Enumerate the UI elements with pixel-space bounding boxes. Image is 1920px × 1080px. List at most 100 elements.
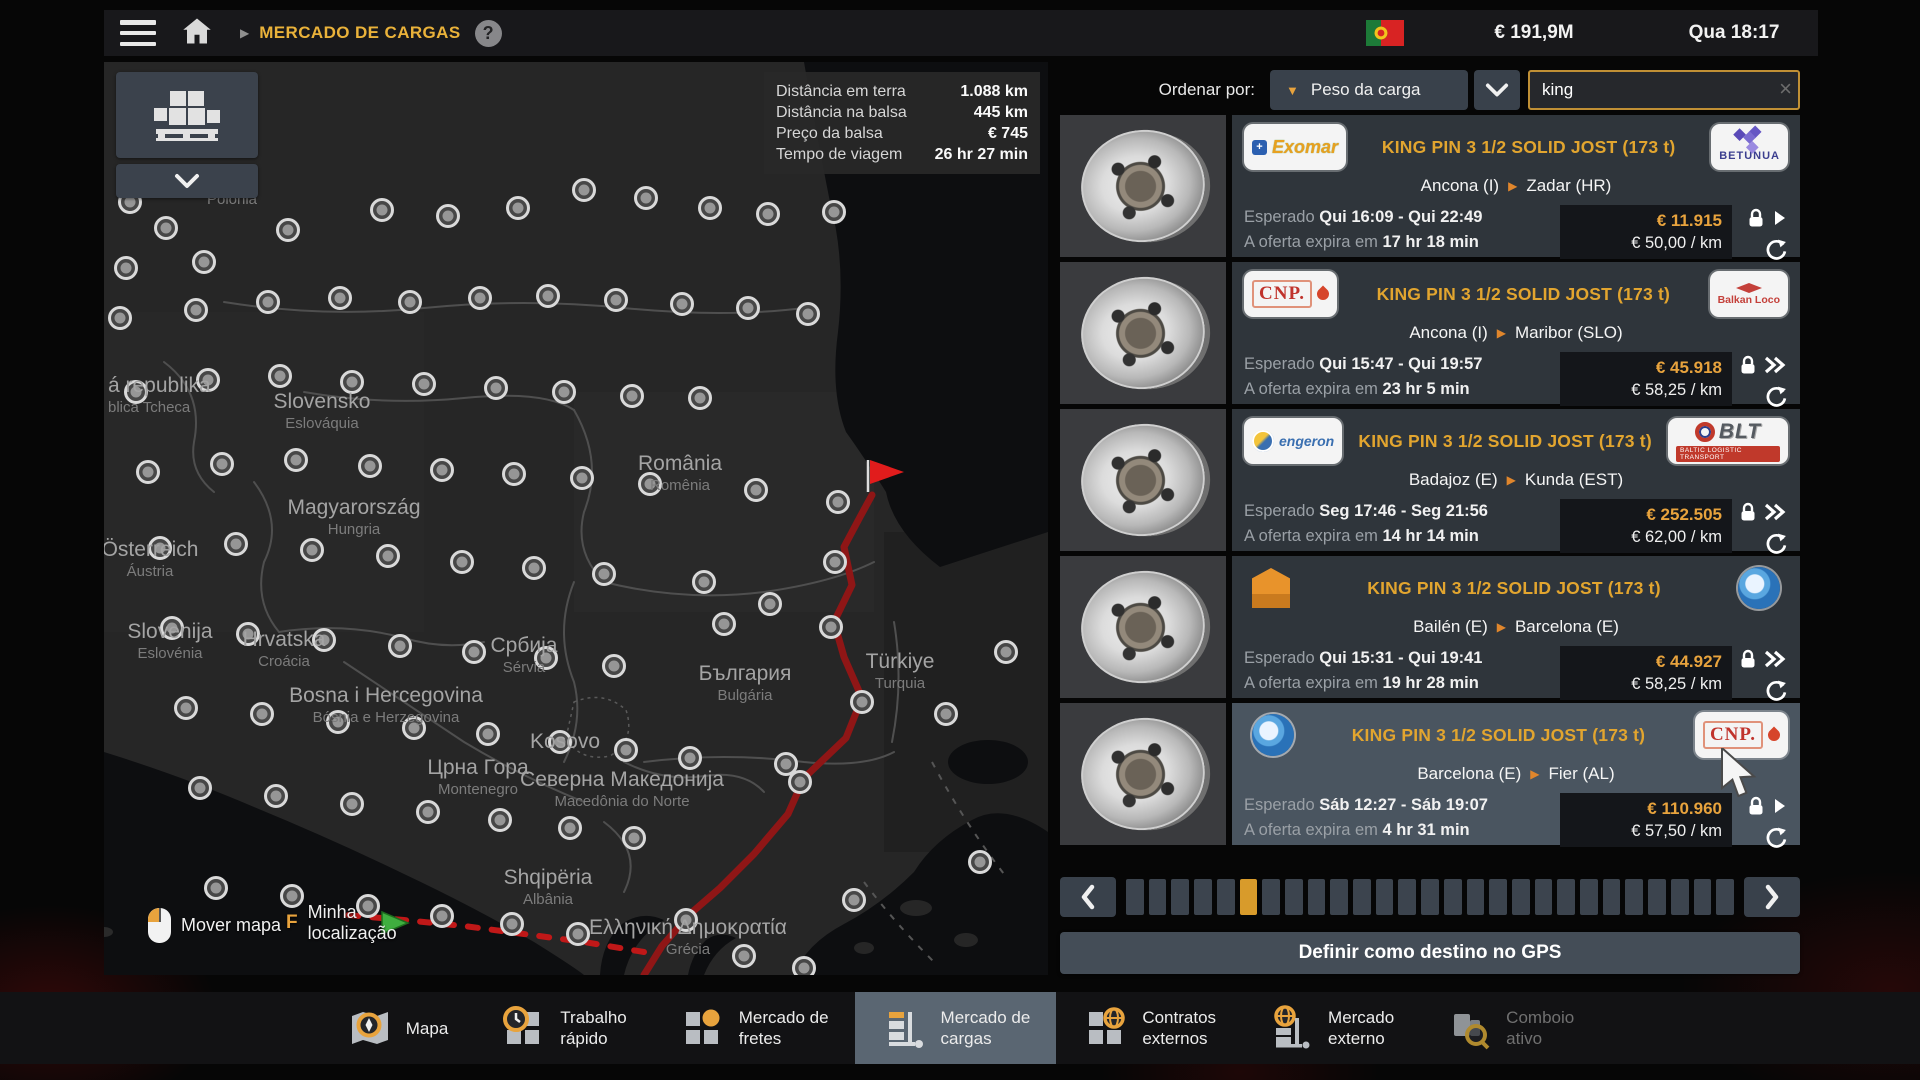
nav-item-external-market[interactable]: Mercado externo [1242, 992, 1420, 1064]
menu-icon[interactable] [120, 20, 156, 46]
double-chevron-icon [1764, 356, 1786, 374]
page-tick[interactable] [1262, 879, 1280, 915]
home-icon[interactable] [182, 17, 212, 50]
nav-item-freight-market[interactable]: Mercado de fretes [653, 992, 855, 1064]
page-tick[interactable] [1534, 879, 1553, 915]
city-marker-dot [120, 262, 132, 274]
nav-item-cargo-market[interactable]: Mercado de cargas [854, 992, 1057, 1064]
cargo-type-expand-button[interactable] [116, 164, 258, 198]
page-tick[interactable] [1466, 879, 1485, 915]
destination-flag-icon [866, 460, 904, 492]
city-marker-dot [694, 392, 706, 404]
country-label: Magyarország [287, 496, 420, 519]
city-marker-dot [282, 224, 294, 236]
page-tick[interactable] [1670, 879, 1689, 915]
page-tick-active[interactable] [1239, 879, 1258, 915]
page-tick[interactable] [1602, 879, 1621, 915]
help-icon[interactable]: ? [474, 19, 502, 47]
cargo-thumbnail [1060, 262, 1226, 404]
country-sublabel: blica Tcheca [108, 399, 191, 416]
city-marker-dot [802, 308, 814, 320]
my-location-control[interactable]: F Minha localização [286, 902, 397, 944]
search-input[interactable] [1528, 70, 1800, 110]
world-map[interactable]: á republika blica Tcheca Polonia Slovensko E… [104, 62, 1048, 975]
route-arrow-icon: ▶ [1508, 179, 1518, 193]
double-chevron-icon [1764, 650, 1786, 668]
city-marker-dot [394, 640, 406, 652]
cargo-title: KING PIN 3 1/2 SOLID JOST (173 t) [1358, 430, 1652, 451]
nav-item-map[interactable]: Mapa [320, 992, 475, 1064]
chevron-icon [1775, 211, 1785, 225]
cargo-offer-row[interactable]: engeron KING PIN 3 1/2 SOLID JOST (173 t… [1060, 409, 1800, 554]
city-marker-dot [742, 302, 754, 314]
nav-item-external-contracts[interactable]: Contratos externos [1056, 992, 1242, 1064]
page-tick[interactable] [1693, 879, 1712, 915]
sort-dropdown[interactable]: ▼ Peso da carga [1270, 70, 1468, 110]
route-info-box: Distância em terra 1.088 km Distância na b… [764, 72, 1040, 174]
move-map-control[interactable]: Mover mapa [148, 908, 281, 943]
sort-triangle-icon: ▼ [1286, 82, 1299, 98]
city-marker-dot [825, 621, 837, 633]
page-tick[interactable] [1580, 879, 1598, 915]
page-tick[interactable] [1511, 879, 1530, 915]
bottom-navigation: Mapa Trabalho rápido Mercado de fretes Mercad… [0, 992, 1920, 1064]
page-tick[interactable] [1126, 879, 1144, 915]
page-tick[interactable] [1171, 879, 1190, 915]
cargo-offer-row[interactable]: KING PIN 3 1/2 SOLID JOST (173 t) CNP. B… [1060, 703, 1800, 848]
page-tick[interactable] [1557, 879, 1576, 915]
chevron-icon [1775, 799, 1785, 813]
mouse-icon [148, 908, 171, 943]
cargo-offer-row[interactable]: Exomar KING PIN 3 1/2 SOLID JOST (173 t)… [1060, 115, 1800, 260]
city-marker-dot [628, 832, 640, 844]
country-sublabel: Montenegro [438, 781, 518, 798]
city-marker-dot [620, 744, 632, 756]
city-marker-dot [194, 782, 206, 794]
next-page-button[interactable] [1744, 877, 1800, 917]
page-tick[interactable] [1284, 879, 1303, 915]
destination-company-logo: BETUNUA [1711, 124, 1788, 170]
sort-expand-button[interactable] [1474, 70, 1520, 110]
heavy-cargo-icon [1749, 208, 1763, 227]
page-tick[interactable] [1443, 879, 1462, 915]
page-tick[interactable] [1353, 879, 1371, 915]
city-marker-dot [626, 390, 638, 402]
page-tick[interactable] [1648, 879, 1666, 915]
page-tick[interactable] [1148, 879, 1167, 915]
city-marker-dot [680, 914, 692, 926]
city-marker-dot [408, 722, 420, 734]
page-tick[interactable] [1398, 879, 1417, 915]
country-sublabel: Bósnia e Herzegovina [313, 709, 460, 726]
offer-price: € 110.960 [1647, 799, 1722, 818]
city-marker-dot [512, 202, 524, 214]
convoy-icon [1446, 1004, 1494, 1052]
page-tick[interactable] [1194, 879, 1212, 915]
cargo-attribute-icons [1732, 499, 1788, 557]
cargo-type-filter-button[interactable] [116, 72, 258, 158]
page-tick[interactable] [1625, 879, 1644, 915]
heavy-cargo-icon [1741, 355, 1755, 374]
nav-item-label: Mapa [405, 1018, 449, 1038]
cargo-offer-row[interactable]: CNP. KING PIN 3 1/2 SOLID JOST (173 t) B… [1060, 262, 1800, 407]
page-tick[interactable] [1716, 879, 1734, 915]
nav-item-label: Mercado de fretes [738, 1008, 829, 1048]
prev-page-button[interactable] [1060, 877, 1116, 917]
nav-item-quick-job[interactable]: Trabalho rápido [474, 992, 652, 1064]
page-tick[interactable] [1330, 879, 1349, 915]
city-marker-dot [598, 568, 610, 580]
page-tick[interactable] [1489, 879, 1507, 915]
destination-company-logo: BLT BALTIC LOGISTIC TRANSPORT [1668, 418, 1788, 464]
set-gps-destination-button[interactable]: Definir como destino no GPS [1060, 932, 1800, 974]
return-trip-icon [1766, 533, 1787, 554]
page-tick[interactable] [1421, 879, 1439, 915]
player-location-icon [381, 910, 410, 936]
clear-search-icon[interactable]: × [1779, 76, 1792, 101]
price-per-km: € 58,25 / km [1631, 675, 1722, 693]
cargo-offer-row[interactable]: KING PIN 3 1/2 SOLID JOST (173 t) Bailén… [1060, 556, 1800, 701]
page-tick[interactable] [1307, 879, 1326, 915]
price-box: € 252.505 € 62,00 / km [1560, 499, 1732, 553]
return-trip-icon [1766, 386, 1787, 407]
page-tick[interactable] [1375, 879, 1394, 915]
city-marker-dot [829, 556, 841, 568]
offer-price: € 11.915 [1656, 211, 1722, 230]
page-tick[interactable] [1216, 879, 1235, 915]
